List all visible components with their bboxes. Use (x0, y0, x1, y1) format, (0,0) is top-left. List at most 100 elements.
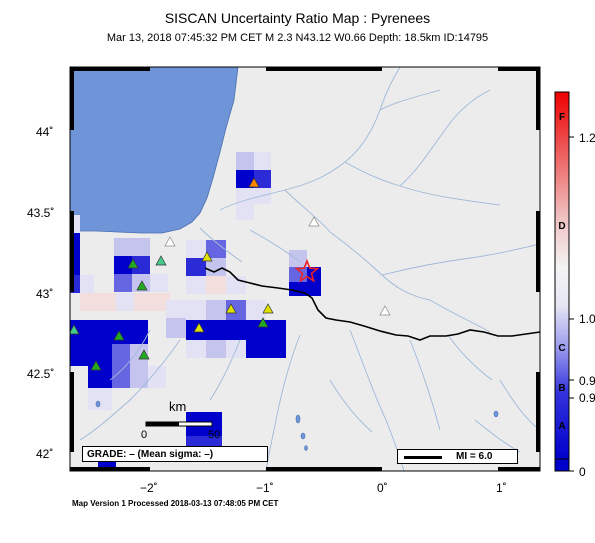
grid-cell (134, 293, 152, 311)
sea-area (70, 67, 239, 234)
event-info: Mar 13, 2018 07:45:32 PM CET M 2.3 N43.1… (106, 32, 489, 44)
colorbar-label-0: 0 (579, 465, 586, 479)
scale-zero: 0 (141, 429, 148, 441)
station-triangle (113, 330, 125, 341)
grid-cell (206, 240, 226, 258)
grid-cell (88, 388, 112, 410)
grid-cell (148, 366, 166, 388)
station-triangle (248, 177, 260, 188)
mi-label: MI = 6.0 (456, 451, 493, 462)
grid-cell (186, 340, 206, 358)
station-triangle (138, 349, 150, 360)
grid-cell (70, 255, 80, 275)
station-triangle (127, 258, 139, 269)
grid-cell (114, 274, 132, 292)
grid-cell (112, 344, 130, 366)
grid-cell (206, 340, 226, 358)
grid-cell (266, 340, 286, 358)
lon-label-1: 1˚ (496, 481, 507, 495)
grid-cell (236, 170, 254, 188)
grid-cell (166, 318, 186, 338)
map-title: SISCAN Uncertainty Ratio Map : Pyrenees (164, 10, 431, 26)
grid-cell (112, 366, 130, 388)
grade-letter-c: C (558, 343, 566, 354)
station-triangle (201, 251, 213, 262)
mi-bar (404, 456, 442, 459)
grid-cell (289, 282, 307, 296)
epicenter-star (294, 258, 320, 283)
grid-cell (186, 240, 206, 258)
grid-cell (132, 256, 150, 274)
lat-label-42-5: 42.5˚ (27, 367, 55, 381)
grade-letter-a: A (558, 421, 566, 432)
national-border (204, 267, 540, 341)
grid-cell (150, 274, 168, 292)
grid-cell (152, 293, 170, 311)
grid-cell (70, 275, 80, 293)
grade-letter-f: F (558, 112, 566, 123)
grid-cell (307, 282, 321, 296)
station-layer (70, 177, 391, 371)
scale-bar (145, 421, 213, 427)
grid-cell (246, 300, 266, 320)
grade-letter-b: B (558, 383, 566, 394)
station-triangle (155, 255, 167, 266)
map-frame (69, 66, 541, 472)
grid-cell (206, 320, 226, 340)
grid-cell (130, 320, 148, 344)
grade-text: GRADE: – (Mean sigma: –) (87, 449, 214, 460)
grid-cell (206, 300, 226, 320)
lat-label-43-5: 43.5˚ (27, 206, 55, 220)
grid-cell (88, 344, 112, 366)
station-triangle (193, 322, 205, 333)
grade-box: GRADE: – (Mean sigma: –) (82, 446, 268, 462)
lon-label-minus-1: −1˚ (256, 481, 274, 495)
grid-cell (70, 215, 80, 233)
grid-cell (236, 188, 254, 204)
grid-cell (130, 366, 148, 388)
colorbar (554, 91, 574, 472)
grade-letter-d: D (558, 221, 566, 232)
map-version-footer: Map Version 1 Processed 2018-03-13 07:48… (72, 499, 279, 508)
grid-cell (254, 170, 271, 188)
station-triangle (136, 280, 148, 291)
scale-fifty: 50 (208, 429, 221, 441)
station-triangle (257, 317, 269, 328)
colorbar-label-0-9a: 0.9 (579, 374, 595, 388)
lon-label-minus-2: −2˚ (140, 481, 158, 495)
grid-cell (80, 275, 94, 293)
grid-cell (289, 250, 307, 267)
grid-cell (186, 258, 206, 276)
station-triangle (70, 324, 80, 335)
grid-cell (98, 462, 116, 471)
mi-legend-box: MI = 6.0 (397, 449, 518, 464)
map-body (70, 67, 540, 471)
grid-cell (186, 276, 206, 294)
lat-label-42: 42˚ (36, 447, 54, 461)
station-triangle (225, 303, 237, 314)
grid-cell (246, 340, 266, 358)
grid-cell (289, 267, 307, 282)
grid-cell (186, 436, 222, 446)
grid-cell (132, 238, 150, 256)
station-triangle (308, 216, 320, 227)
grid-cell (114, 256, 132, 274)
grid-cell (112, 320, 130, 344)
grid-cell (80, 293, 98, 311)
grid-cell (226, 320, 246, 340)
station-triangle (164, 236, 176, 247)
grid-cell (88, 366, 112, 388)
colorbar-label-0-9b: 0.9 (579, 391, 595, 405)
grid-cell (130, 344, 148, 366)
colorbar-label-1-2: 1.2 (579, 131, 595, 145)
grid-cell (206, 276, 226, 294)
station-triangle (262, 303, 274, 314)
grid-cell (236, 204, 254, 220)
grid-cell (266, 320, 286, 340)
grid-cell (254, 152, 271, 170)
grid-cell (166, 300, 186, 318)
lon-label-0: 0˚ (377, 481, 388, 495)
scale-unit: km (169, 399, 187, 414)
grid-cell (88, 320, 112, 344)
